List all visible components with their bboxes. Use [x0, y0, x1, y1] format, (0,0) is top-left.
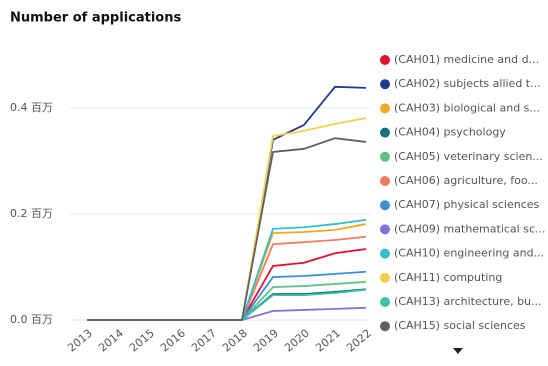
x-tick-label: 2013: [65, 327, 95, 355]
legend-label[interactable]: (CAH07) physical sciences: [394, 198, 540, 211]
legend-marker[interactable]: [380, 224, 390, 235]
legend-marker[interactable]: [380, 248, 390, 259]
legend-marker[interactable]: [380, 103, 390, 114]
series-line: [87, 223, 367, 321]
x-tick-label: 2018: [220, 327, 250, 355]
series-line: [87, 235, 367, 321]
series-line: [87, 117, 367, 321]
y-tick-label: 0.0 百万: [10, 313, 53, 326]
legend-label[interactable]: (CAH06) agriculture, foo...: [394, 174, 538, 187]
legend-scroll-arrow[interactable]: [453, 348, 463, 354]
x-tick-label: 2014: [96, 327, 126, 355]
legend-marker[interactable]: [380, 55, 390, 65]
legend-label[interactable]: (CAH03) biological and s...: [394, 101, 540, 114]
legend-marker[interactable]: [380, 272, 390, 283]
chart-title: Number of applications: [10, 11, 181, 26]
x-tick-label: 2015: [127, 327, 157, 355]
legend-marker[interactable]: [380, 200, 390, 211]
legend-label[interactable]: (CAH02) subjects allied t...: [394, 77, 541, 90]
series-line: [87, 270, 367, 321]
legend-label[interactable]: (CAH15) social sciences: [394, 319, 526, 332]
legend-marker[interactable]: [380, 176, 390, 186]
legend-marker[interactable]: [380, 127, 390, 138]
y-tick-label: 0.2 百万: [10, 207, 53, 220]
x-tick-label: 2021: [313, 327, 343, 355]
x-tick-label: 2017: [189, 327, 219, 355]
series-line: [87, 218, 367, 321]
x-tick-label: 2019: [251, 327, 281, 355]
legend-marker[interactable]: [380, 297, 390, 307]
legend-label[interactable]: (CAH13) architecture, bu...: [394, 295, 542, 308]
x-tick-label: 2016: [158, 327, 188, 355]
x-tick-label: 2022: [344, 327, 374, 355]
legend-label[interactable]: (CAH10) engineering and...: [394, 247, 544, 260]
legend-marker[interactable]: [380, 151, 390, 162]
legend-marker[interactable]: [380, 321, 390, 332]
series-line: [87, 288, 367, 321]
y-tick-label: 0.4 百万: [10, 101, 53, 114]
series-line: [87, 306, 367, 321]
legend-label[interactable]: (CAH09) mathematical sc...: [394, 222, 546, 235]
legend-marker[interactable]: [380, 79, 390, 90]
legend-label[interactable]: (CAH04) psychology: [394, 126, 506, 139]
x-tick-label: 2020: [282, 327, 312, 355]
legend-label[interactable]: (CAH01) medicine and d...: [394, 53, 539, 66]
legend-label[interactable]: (CAH05) veterinary scien...: [394, 150, 543, 163]
legend-label[interactable]: (CAH11) computing: [394, 271, 502, 284]
series-line: [87, 280, 367, 321]
series-line: [87, 137, 367, 321]
